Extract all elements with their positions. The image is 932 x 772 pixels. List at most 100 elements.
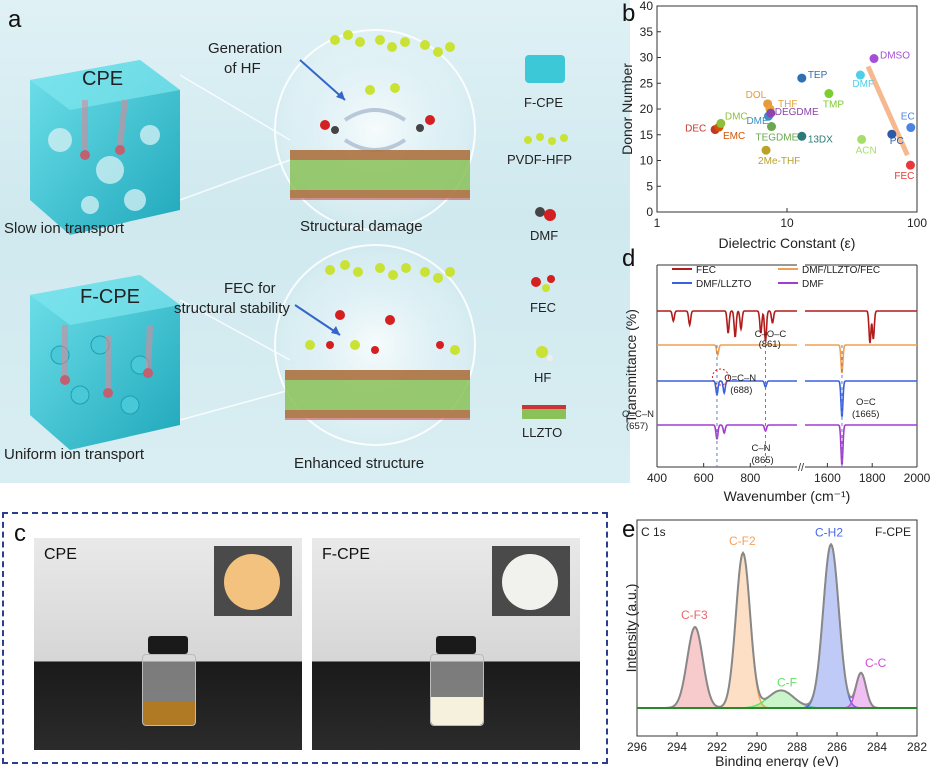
annotation-4: O=C–N [622,409,654,420]
cpe-vial-cap [148,636,188,654]
spectrum-dmf-llzto-seg1 [805,380,917,417]
annotation-6: O=C [856,397,876,408]
peak-label-c-f3: C-F3 [681,608,708,622]
legend-llzto: LLZTO [522,425,563,440]
structural-damage-label: Structural damage [300,218,423,235]
enhanced-structure-label: Enhanced structure [294,455,425,472]
y-tick-label: 10 [640,154,654,168]
spectrum-dmf-seg1 [805,424,917,465]
fec-stability-line2: structural stability [174,300,290,317]
point-dmf [855,70,865,80]
x-tick-label: 284 [867,740,887,754]
fcpe-membrane-inset [492,546,570,616]
point-label-2me-thf: 2Me-THF [758,156,800,167]
y-tick-label: 15 [640,128,654,142]
point-label-dol: DOL [746,90,767,101]
point-label-thf: THF [778,99,797,110]
point-label-dmf: DMF [852,79,874,90]
point-label-tegdme: TEGDME [756,133,799,144]
pvdf-chains-bottom [305,260,460,355]
spectrum-dmf-llzto-fec-seg0 [657,344,797,358]
annotation-8: C–N [752,443,771,454]
x-tick-label: 290 [747,740,767,754]
peak-label-c-f: C-F [777,675,797,689]
point-label-dmc: DMC [725,111,748,122]
spectrum-dmf-llzto-fec-seg1 [805,344,917,373]
highlight-circle [711,368,729,386]
y-axis-title: Transmittance (%) [623,309,639,423]
legend-label-0: FEC [696,265,716,276]
point-label-degdme: DEGDME [775,107,819,118]
x-axis-title: Binding energy (eV) [715,753,839,767]
cpe-photo: CPE [34,538,302,750]
legend-label-1: DMF/LLZTO/FEC [802,265,880,276]
fec-molecules-bottom [326,310,444,354]
x-tick-label: 1 [654,216,661,230]
fcpe-liquid [431,697,483,725]
spectrum-dmf-seg0 [657,424,797,440]
cpe-vial [142,654,196,726]
y-tick-label: 25 [640,76,654,90]
point-tmp [824,89,834,99]
legend-icons [522,55,568,419]
peak-label-c-c: C-C [865,656,887,670]
x-tick-label: 282 [907,740,927,754]
fcpe-vial [430,654,484,726]
y-tick-label: 40 [640,0,654,13]
panel-letter-c: c [14,520,26,547]
cpe-membrane [224,554,280,610]
dmf-molecules-top [320,115,435,134]
cpe-cube [30,60,180,235]
slow-transport-label: Slow ion transport [4,220,125,237]
point-label-dec: DEC [685,124,706,135]
x-tick-label: 286 [827,740,847,754]
y-axis-title: Intensity (a.u.) [623,584,639,673]
panel-e-chart: e 296 294 292 290 288 286 284 282 Binding energy… [620,510,932,769]
y-tick-label: 5 [646,179,653,193]
trend-arrow [865,65,910,157]
fcpe-membrane [502,554,558,610]
point-label-13dx: 13DX [808,134,833,145]
fec-stability-line1: FEC for [224,280,276,297]
point-degdme [766,108,776,118]
x-axis-title: Dielectric Constant (ε) [719,235,856,251]
panel-letter-b: b [622,0,636,27]
peak-label-c-h2: C-H2 [815,525,843,539]
axis-break-mark: // [798,462,805,474]
fcpe-cube [30,275,180,450]
point-2me-thf [761,145,771,155]
annotation-5: (657) [626,421,648,432]
cpe-membrane-inset [214,546,292,616]
generation-hf-line2: of HF [224,60,261,77]
point-label-tep: TEP [808,70,828,81]
panel-letter-a: a [8,6,22,33]
panel-a-art [30,29,568,450]
point-dmc [716,118,726,128]
annotation-7: (1665) [852,409,879,420]
point-label-fec: FEC [894,171,914,182]
legend-hf: HF [534,370,552,385]
fcpe-photo-label: F-CPE [322,546,370,563]
annotation-3: (688) [730,385,752,396]
cpe-photo-label: CPE [44,546,77,563]
point-label-pc: PC [890,136,904,147]
fcpe-vial-cap [436,636,476,654]
x-tick-label: 1800 [859,471,886,485]
point-pc [887,129,897,139]
spectrum-fec-seg0 [657,310,797,341]
y-tick-label: 35 [640,25,654,39]
annotation-1: (861) [759,339,781,350]
y-axis-title: Donor Number [620,63,635,155]
x-tick-label: 400 [647,471,667,485]
point-dmso [869,54,879,64]
donor-number-scatter: 0 5 10 15 20 25 30 35 40 1 10 100 Dielectric Constan… [619,0,927,251]
cpe-cube-label: CPE [82,68,124,90]
point-13dx [797,131,807,141]
annotation-9: (865) [752,455,774,466]
x-tick-label: 294 [667,740,687,754]
x-axis-title: Wavenumber (cm⁻¹) [724,488,851,504]
cpe-liquid [143,701,195,725]
legend-fcpe: F-CPE [524,95,563,110]
legend-fec: FEC [530,300,556,315]
x-tick-label: 2000 [904,471,931,485]
